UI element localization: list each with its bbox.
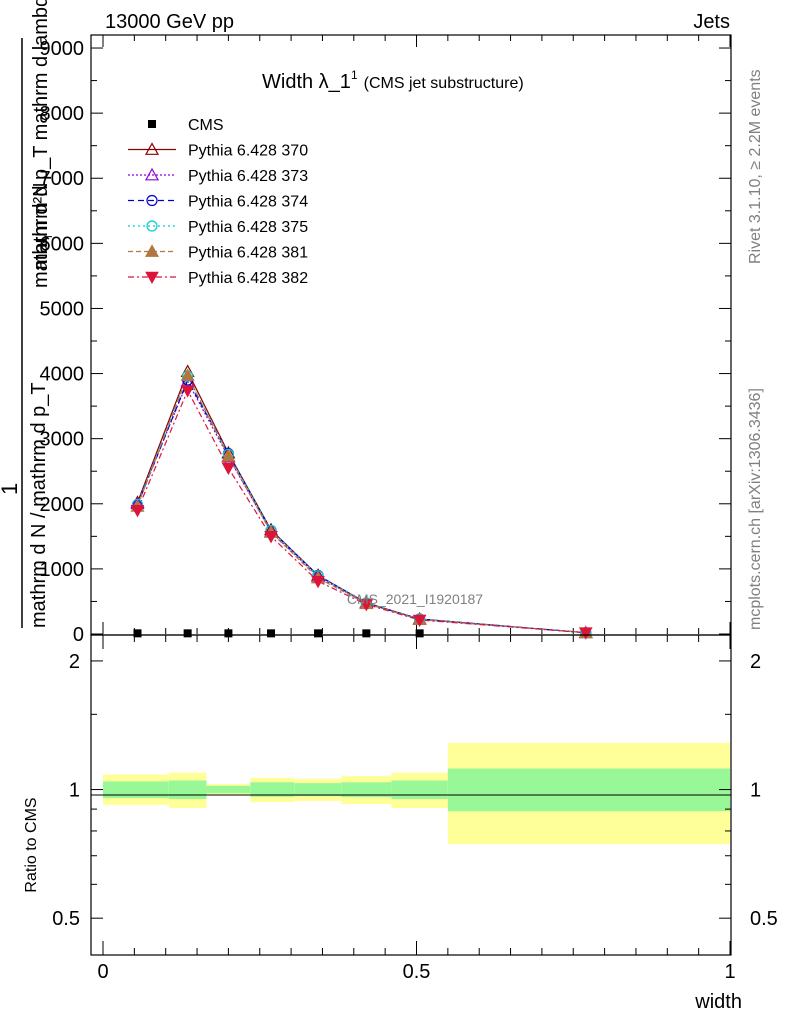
header-process: Jets: [693, 11, 730, 33]
legend-label: Pythia 6.428 370: [188, 143, 308, 160]
data-point: [224, 629, 233, 638]
data-point: [415, 629, 424, 638]
ratio-ytick-label: 1: [69, 780, 80, 802]
main-ytick-label: 2000: [40, 494, 85, 516]
main-ytick-label: 7000: [40, 168, 85, 190]
legend-marker: [146, 220, 158, 232]
ratio-stat-band: [391, 780, 448, 800]
ratio-stat-band: [168, 780, 207, 800]
legend-marker: [148, 120, 156, 128]
data-point: [180, 368, 195, 381]
data-point: [183, 629, 192, 638]
data-point: [267, 629, 276, 638]
data-point: [311, 575, 325, 589]
main-ytick-label: 1000: [40, 559, 85, 581]
ylabel-denominator-top: mathrm d p_T mathrm d lambda: [30, 0, 52, 270]
ylabel-prefactor-denominator: mathrm d N / mathrm d p_T: [28, 382, 50, 628]
main-ytick-label: 3000: [40, 429, 85, 451]
legend-label: Pythia 6.428 382: [188, 270, 308, 287]
legend-label: Pythia 6.428 374: [188, 194, 308, 211]
main-ytick-label: 6000: [40, 233, 85, 255]
ratio-ytick-label: 0.5: [52, 908, 80, 930]
data-point: [133, 629, 142, 638]
main-ytick-label: 8000: [40, 103, 85, 125]
main-axis-ticks: 0 1000 2000 3000 4000 5000 6000 7000 8000 9000: [40, 35, 731, 646]
series-line: [136, 389, 586, 634]
ratio-ylabel: Ratio to CMS: [23, 797, 40, 892]
ratio-stat-band: [341, 782, 392, 798]
legend-label: Pythia 6.428 375: [188, 219, 308, 236]
plot-title: Width λ_11 (CMS jet substructure): [262, 68, 524, 93]
ratio-frame: [90, 634, 732, 956]
ratio-ytick-label-right: 2: [750, 651, 761, 673]
legend-marker: [146, 194, 158, 207]
ylabel-prefactor: 1: [0, 483, 22, 495]
data-point: [264, 531, 278, 544]
mcplots-credit: mcplots.cern.ch [arXiv:1306.3436]: [747, 388, 764, 630]
ratio-stat-band: [103, 781, 169, 799]
legend-marker: [145, 271, 159, 285]
xtick-label: 1: [724, 961, 735, 983]
legend-marker: [144, 142, 160, 155]
xtick-label: 0: [97, 961, 108, 983]
data-point: [130, 504, 145, 518]
ratio-panel: 0.5 0.5 1 1 2 2 0 0.5 1 Ratio to CMS width: [23, 634, 778, 1013]
legend-marker: [144, 244, 160, 257]
ratio-stat-band: [250, 782, 295, 797]
data-point: [412, 614, 427, 628]
xlabel: width: [694, 991, 742, 1013]
legend-label: Pythia 6.428 373: [188, 168, 308, 185]
ratio-stat-band: [447, 768, 730, 812]
data-point: [221, 449, 236, 462]
main-ytick-label: 5000: [40, 298, 85, 320]
main-panel: 0 1000 2000 3000 4000 5000 6000 7000 8000 9000 CM…: [40, 34, 732, 646]
ratio-stat-band: [206, 785, 251, 794]
ylabel-numerator: mathrm d²N: [30, 182, 52, 288]
legend-label: CMS: [188, 117, 224, 134]
legend: CMS Pythia 6.428 370 Pythia 6.428 373 Pythi…: [128, 117, 308, 287]
main-ylabel: mathrm d²N mathrm d p_T mathrm d lambda …: [0, 0, 55, 628]
ylabel-subscript: T: [43, 233, 55, 240]
data-point: [362, 629, 371, 638]
ratio-ytick-label-right: 0.5: [750, 908, 778, 930]
main-frame: [90, 34, 732, 636]
data-point: [314, 629, 323, 638]
main-series-markers: [130, 364, 593, 640]
ratio-ytick-label: 2: [69, 651, 80, 673]
analysis-watermark: CMS_2021_I1920187: [347, 591, 483, 607]
main-series-lines: [136, 370, 586, 634]
data-point: [359, 599, 374, 612]
rivet-version: Rivet 3.1.10, ≥ 2.2M events: [747, 69, 764, 264]
legend-label: Pythia 6.428 381: [188, 245, 308, 262]
ratio-axis-ticks: 0.5 0.5 1 1 2 2 0 0.5 1: [52, 635, 778, 983]
ratio-stat-band: [294, 783, 342, 797]
legend-marker: [144, 167, 160, 181]
data-point: [180, 385, 195, 398]
header-energy: 13000 GeV pp: [105, 11, 234, 33]
main-ytick-label: 9000: [40, 38, 85, 60]
data-point: [578, 627, 593, 640]
main-ytick-label: 4000: [40, 364, 85, 386]
ratio-uncertainty-bands: [103, 743, 730, 845]
ratio-ytick-label-right: 1: [750, 780, 761, 802]
series-line: [136, 379, 586, 634]
main-ytick-label: 0: [73, 624, 84, 646]
data-point: [221, 462, 236, 476]
xtick-label: 0.5: [403, 961, 431, 983]
